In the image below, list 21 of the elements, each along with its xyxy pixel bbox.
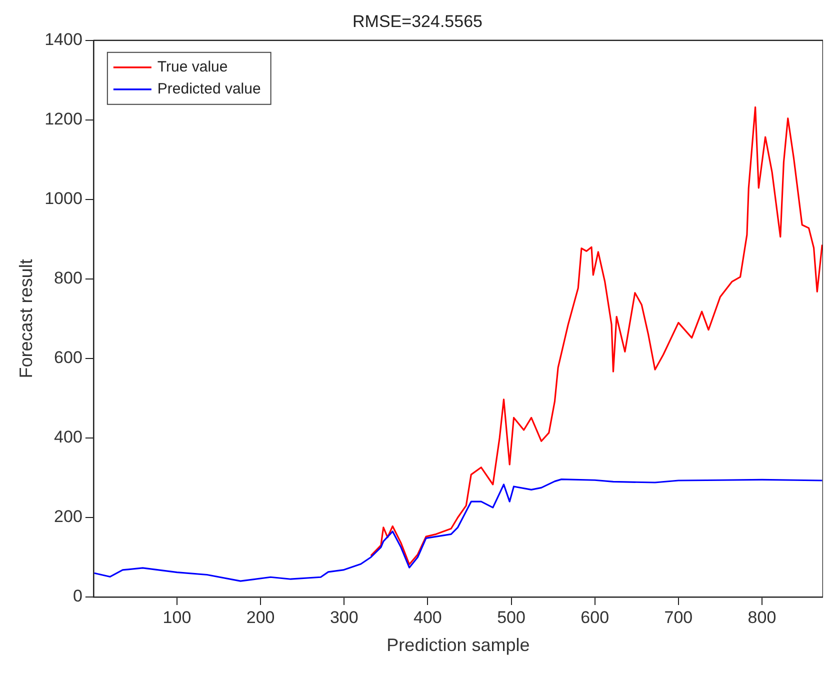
y-tick-label: 0 [72, 586, 82, 606]
y-tick-label: 200 [54, 507, 82, 526]
y-tick-label: 1000 [44, 189, 82, 208]
x-tick-label: 700 [664, 608, 693, 627]
y-tick-label: 1400 [44, 30, 82, 50]
y-tick-label: 1200 [44, 110, 82, 129]
y-axis-title: Forecast result [16, 259, 36, 378]
x-tick-label: 100 [162, 608, 192, 627]
x-axis-title: Prediction sample [386, 635, 530, 656]
x-tick-label: 800 [748, 608, 776, 627]
x-tick-label: 400 [414, 608, 442, 627]
chart-title: RMSE=324.5565 [352, 12, 482, 31]
y-tick-label: 600 [54, 348, 82, 368]
y-tick-label: 800 [54, 268, 82, 288]
y-tick-label: 400 [54, 428, 82, 447]
x-tick-label: 500 [497, 608, 526, 627]
legend-label: True value [157, 58, 228, 76]
legend-label: Predicted value [157, 80, 261, 98]
x-tick-label: 300 [330, 608, 358, 627]
x-tick-label: 200 [246, 608, 275, 627]
x-tick-label: 600 [580, 608, 610, 627]
